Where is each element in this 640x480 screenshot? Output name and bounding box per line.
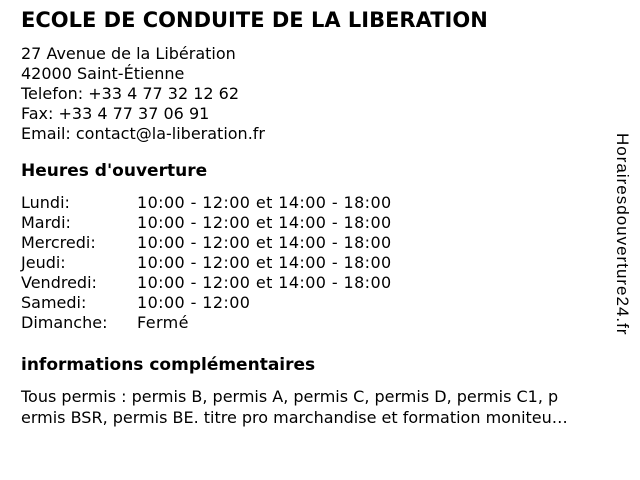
day-hours: Fermé [137,313,189,332]
day-hours: 10:00 - 12:00 et 14:00 - 18:00 [137,193,392,212]
site-watermark: Horairesdouverture24.fr [613,133,632,336]
additional-info-heading: informations complémentaires [21,355,316,375]
day-label: Lundi: [21,193,70,212]
additional-info-text: Tous permis : permis B, permis A, permis… [21,386,621,428]
info-text-line: Tous permis : permis B, permis A, permis… [21,387,559,406]
day-label: Samedi: [21,293,87,312]
email-line: Email: contact@la-liberation.fr [21,124,265,143]
hours-row-wednesday: Mercredi: 10:00 - 12:00 et 14:00 - 18:00 [21,233,621,253]
opening-hours-table: Lundi: 10:00 - 12:00 et 14:00 - 18:00 Ma… [21,193,621,333]
hours-row-friday: Vendredi: 10:00 - 12:00 et 14:00 - 18:00 [21,273,621,293]
info-text-line: ermis BSR, permis BE. titre pro marchand… [21,408,568,427]
day-hours: 10:00 - 12:00 et 14:00 - 18:00 [137,273,392,292]
contact-info: 27 Avenue de la Libération 42000 Saint-É… [21,44,621,144]
day-label: Dimanche: [21,313,108,332]
day-label: Mardi: [21,213,71,232]
day-hours: 10:00 - 12:00 [137,293,251,312]
hours-row-sunday: Dimanche: Fermé [21,313,621,333]
hours-row-saturday: Samedi: 10:00 - 12:00 [21,293,621,313]
day-label: Jeudi: [21,253,66,272]
day-label: Vendredi: [21,273,97,292]
hours-row-monday: Lundi: 10:00 - 12:00 et 14:00 - 18:00 [21,193,621,213]
phone-line: Telefon: +33 4 77 32 12 62 [21,84,240,103]
business-listing-page: ECOLE DE CONDUITE DE LA LIBERATION 27 Av… [21,8,621,428]
opening-hours-heading: Heures d'ouverture [21,161,208,181]
fax-line: Fax: +33 4 77 37 06 91 [21,104,210,123]
day-hours: 10:00 - 12:00 et 14:00 - 18:00 [137,253,392,272]
day-label: Mercredi: [21,233,96,252]
day-hours: 10:00 - 12:00 et 14:00 - 18:00 [137,233,392,252]
address-city: 42000 Saint-Étienne [21,64,185,83]
address-street: 27 Avenue de la Libération [21,44,236,63]
day-hours: 10:00 - 12:00 et 14:00 - 18:00 [137,213,392,232]
hours-row-thursday: Jeudi: 10:00 - 12:00 et 14:00 - 18:00 [21,253,621,273]
hours-row-tuesday: Mardi: 10:00 - 12:00 et 14:00 - 18:00 [21,213,621,233]
page-title: ECOLE DE CONDUITE DE LA LIBERATION [21,8,488,32]
